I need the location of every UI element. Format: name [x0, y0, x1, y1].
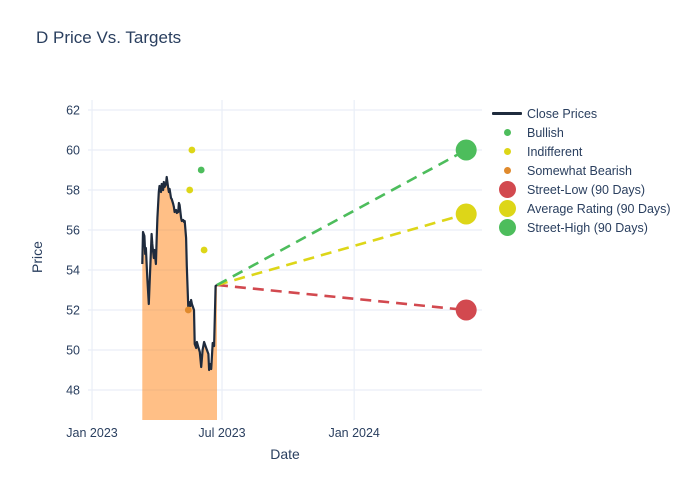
y-tick-label: 50	[66, 344, 80, 358]
chart-title: D Price Vs. Targets	[36, 28, 182, 47]
legend-label: Bullish	[527, 125, 564, 140]
dot-swatch-icon	[487, 200, 527, 217]
legend-item-close-prices[interactable]: Close Prices	[487, 104, 671, 123]
legend-item-bullish[interactable]: Bullish	[487, 123, 671, 142]
street-low-marker	[455, 299, 477, 321]
close-prices-line	[141, 175, 218, 372]
y-tick-label: 58	[66, 184, 80, 198]
close-prices-area	[142, 177, 217, 420]
street-high-projection-line	[216, 148, 467, 287]
legend-item-street-low[interactable]: Street-Low (90 Days)	[487, 180, 671, 199]
legend-item-somewhat-bearish[interactable]: Somewhat Bearish	[487, 161, 671, 180]
indifferent-rating-point	[188, 146, 196, 154]
legend-label: Average Rating (90 Days)	[527, 201, 671, 216]
legend-label: Indifferent	[527, 144, 583, 159]
legend-item-indifferent[interactable]: Indifferent	[487, 142, 671, 161]
indifferent-rating-point	[200, 246, 208, 254]
average-rating-projection-line	[216, 212, 467, 287]
legend-item-average-rating[interactable]: Average Rating (90 Days)	[487, 199, 671, 218]
dot-swatch-icon	[487, 167, 527, 174]
x-tick-label: Jan 2024	[328, 426, 379, 440]
x-axis-title: Date	[270, 446, 300, 462]
legend-label: Street-Low (90 Days)	[527, 182, 646, 197]
line-swatch-icon	[487, 112, 527, 115]
bullish-rating-point	[197, 166, 205, 174]
y-tick-label: 62	[66, 104, 80, 118]
dot-swatch-icon	[487, 129, 527, 136]
average-rating-marker	[455, 203, 477, 225]
dot-swatch-icon	[487, 219, 527, 236]
legend-label: Close Prices	[527, 106, 598, 121]
y-tick-label: 54	[66, 264, 80, 278]
legend: Close Prices Bullish Indifferent Somewhat B…	[487, 104, 671, 237]
legend-label: Street-High (90 Days)	[527, 220, 648, 235]
x-tick-label: Jul 2023	[198, 426, 245, 440]
y-tick-label: 60	[66, 144, 80, 158]
indifferent-rating-point	[186, 186, 194, 194]
legend-label: Somewhat Bearish	[527, 163, 632, 178]
x-tick-label: Jan 2023	[66, 426, 117, 440]
y-tick-label: 56	[66, 224, 80, 238]
street-low-projection-line	[216, 283, 467, 312]
dot-swatch-icon	[487, 181, 527, 198]
y-tick-label: 52	[66, 304, 80, 318]
y-tick-label: 48	[66, 384, 80, 398]
somewhat-bearish-rating-point	[184, 306, 192, 314]
legend-item-street-high[interactable]: Street-High (90 Days)	[487, 218, 671, 237]
street-high-marker	[455, 139, 477, 161]
dot-swatch-icon	[487, 148, 527, 155]
